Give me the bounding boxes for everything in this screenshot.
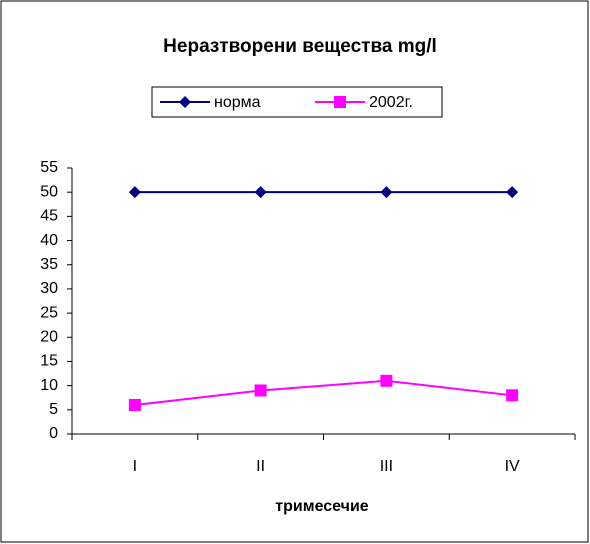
y-tick-label: 35 [40,256,58,273]
chart-title: Неразтворени вещества mg/l [163,36,437,57]
y-tick-label: 25 [40,304,58,321]
y-tick-label: 30 [40,280,58,297]
data-point [128,186,141,199]
data-point [254,384,267,397]
y-tick-label: 10 [40,377,58,394]
y-tick-label: 50 [40,183,58,200]
x-tick-label: II [256,458,265,475]
y-tick-label: 40 [40,232,58,249]
data-point [128,398,141,411]
legend-label: норма [214,94,261,111]
y-tick-label: 5 [49,401,58,418]
x-tick-label: I [133,458,137,475]
legend-label: 2002г. [369,94,413,111]
y-tick-label: 20 [40,328,58,345]
data-point [254,186,267,199]
y-tick-label: 15 [40,353,58,370]
legend-marker [179,96,191,108]
data-point [506,389,519,402]
series-line [134,379,513,406]
x-axis-title: тримесечие [275,498,368,515]
legend-marker [334,96,346,108]
y-tick-label: 0 [49,425,58,442]
data-point [380,374,393,387]
y-tick-label: 55 [40,159,58,176]
data-point [380,186,393,199]
x-tick-label: IV [505,458,520,475]
data-point [506,186,519,199]
y-tick-label: 45 [40,208,58,225]
x-tick-label: III [380,458,393,475]
